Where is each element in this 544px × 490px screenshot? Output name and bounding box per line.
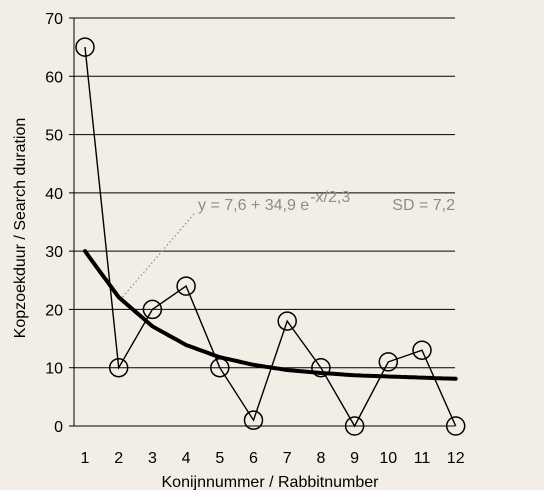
x-tick-label: 4	[182, 450, 191, 467]
fit-equation-exponent: -x/2,3	[310, 189, 350, 206]
x-tick-label: 5	[215, 450, 224, 467]
x-tick-label: 8	[316, 450, 325, 467]
x-tick-label: 11	[414, 450, 431, 467]
x-axis-title: Konijnnummer / Rabbitnumber	[162, 474, 380, 490]
data-point	[75, 37, 95, 57]
data-point	[344, 416, 365, 436]
equation-pointer-line	[120, 213, 195, 300]
data-point	[412, 340, 432, 360]
data-point	[176, 276, 196, 296]
x-tick-label: 2	[114, 450, 123, 467]
series-line-fit	[83, 249, 458, 381]
data-point	[277, 311, 297, 331]
y-tick-label: 0	[54, 419, 63, 436]
x-tick-label: 1	[81, 450, 90, 467]
data-point	[108, 357, 129, 378]
x-tick-label: 6	[249, 450, 258, 467]
data-point	[445, 416, 466, 436]
x-tick-label: 12	[447, 450, 465, 467]
data-point	[210, 357, 230, 378]
y-axis-title: Kopzoekduur / Search duration	[12, 118, 29, 339]
data-point	[243, 410, 264, 430]
x-tick-label: 10	[379, 450, 397, 467]
y-tick-label: 60	[45, 69, 63, 86]
y-tick-label: 30	[45, 244, 63, 261]
x-tick-label: 3	[148, 450, 157, 467]
y-tick-label: 70	[45, 11, 63, 28]
data-point	[142, 299, 163, 320]
y-tick-label: 10	[45, 361, 63, 378]
fit-equation-label: y = 7,6 + 34,9 e	[198, 197, 309, 214]
y-tick-label: 20	[45, 302, 63, 319]
sd-label: SD = 7,2	[392, 197, 455, 214]
series-line-observed	[84, 47, 457, 428]
data-point	[378, 352, 399, 372]
x-tick-label: 7	[283, 450, 292, 467]
data-point	[311, 357, 331, 378]
y-tick-label: 50	[45, 128, 63, 145]
y-tick-label: 40	[45, 186, 63, 203]
x-tick-label: 9	[350, 450, 359, 467]
